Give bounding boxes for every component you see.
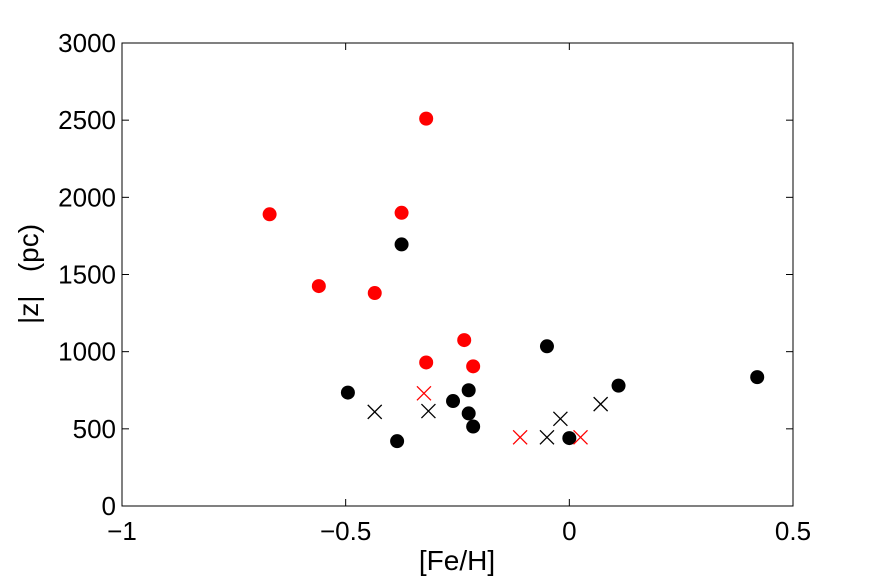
- data-point: [466, 419, 481, 434]
- data-point: [311, 279, 326, 294]
- plot-frame: [121, 42, 794, 507]
- y-tick-label: 2500: [58, 105, 116, 135]
- x-axis-label: [Fe/H]: [419, 545, 495, 576]
- tick-marks: [121, 42, 794, 507]
- y-tick-label: 500: [73, 414, 116, 444]
- data-point: [394, 205, 409, 220]
- data-point-x-marker: [367, 404, 383, 420]
- data-point-x-marker: [539, 429, 555, 445]
- x-tick-label: 0: [562, 516, 576, 546]
- x-tick-labels: −1 −0.5 0 0.5: [107, 516, 811, 546]
- data-point: [539, 339, 554, 354]
- data-point-x-marker: [552, 411, 568, 427]
- data-point: [367, 286, 382, 301]
- data-point-x-marker: [593, 396, 609, 412]
- x-tick-label: 0.5: [775, 516, 811, 546]
- data-point: [461, 383, 476, 398]
- data-point-x-marker: [512, 429, 528, 445]
- y-tick-label: 3000: [58, 28, 116, 58]
- data-point: [394, 237, 409, 252]
- data-point: [457, 333, 472, 348]
- y-tick-label: 0: [102, 491, 116, 521]
- y-tick-labels: 0 500 1000 1500 2000 2500 3000: [58, 28, 116, 521]
- data-point: [562, 431, 577, 446]
- data-points: [262, 111, 765, 449]
- data-point-x-marker: [573, 429, 588, 445]
- data-point: [461, 406, 476, 421]
- data-point: [466, 359, 481, 374]
- data-point: [446, 394, 461, 409]
- y-axis-label: |z| (pc): [13, 224, 44, 324]
- data-point: [750, 370, 765, 385]
- data-point: [611, 378, 626, 393]
- data-point-x-marker: [420, 403, 436, 419]
- y-tick-label: 1500: [58, 260, 116, 290]
- data-point: [419, 111, 434, 126]
- data-point-x-marker: [416, 385, 432, 401]
- x-tick-label: −1: [107, 516, 137, 546]
- data-point: [340, 385, 355, 400]
- data-point: [390, 434, 405, 449]
- data-point: [262, 207, 277, 222]
- x-tick-label: −0.5: [320, 516, 371, 546]
- y-tick-label: 2000: [58, 182, 116, 212]
- y-tick-label: 1000: [58, 337, 116, 367]
- data-point: [419, 355, 434, 370]
